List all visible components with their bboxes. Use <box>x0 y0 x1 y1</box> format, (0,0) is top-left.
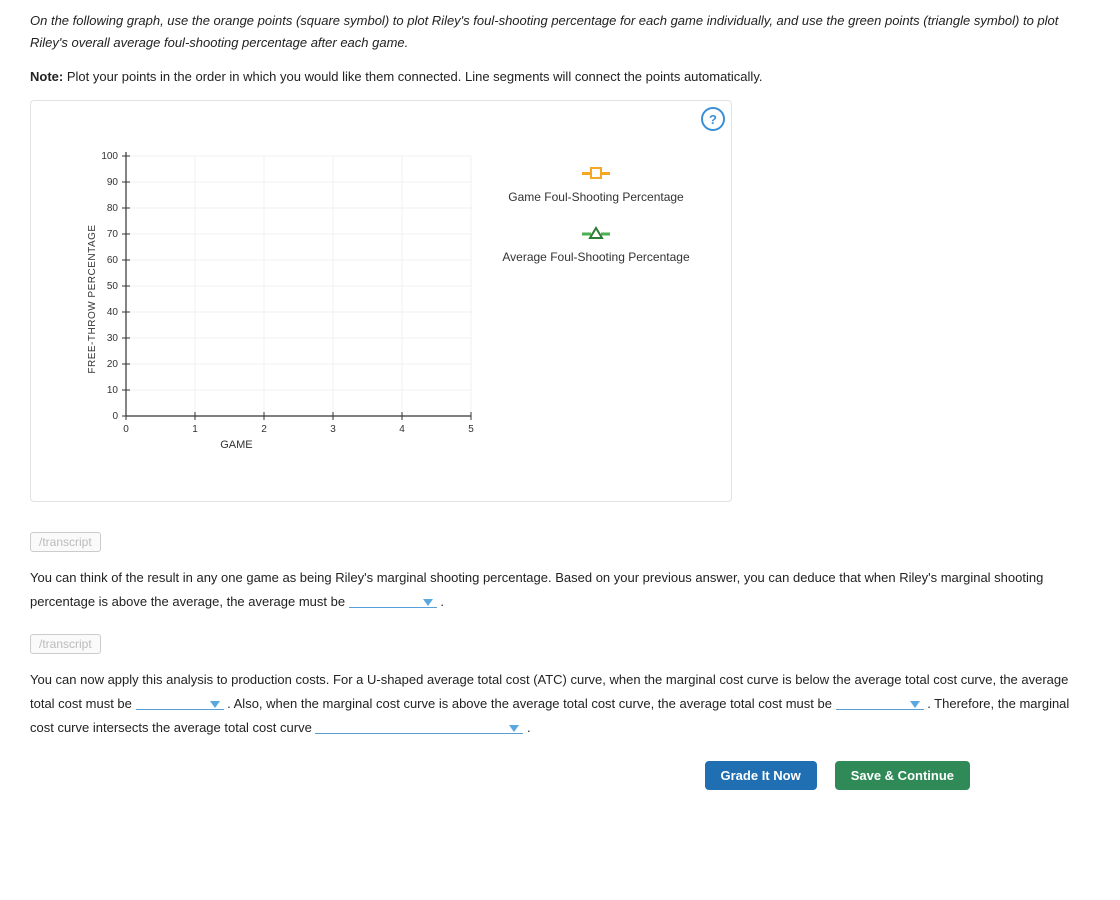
svg-text:60: 60 <box>107 255 119 266</box>
svg-text:70: 70 <box>107 229 119 240</box>
paragraph-marginal: You can think of the result in any one g… <box>30 566 1090 614</box>
svg-text:90: 90 <box>107 177 119 188</box>
grade-it-now-button[interactable]: Grade It Now <box>705 761 817 790</box>
paragraph-atc: You can now apply this analysis to produ… <box>30 668 1090 740</box>
svg-text:5: 5 <box>468 424 474 435</box>
chart-legend[interactable]: Game Foul-Shooting Percentage Average Fo… <box>481 166 711 274</box>
svg-text:3: 3 <box>330 424 336 435</box>
chart-plot-area[interactable]: 0 10 20 30 40 50 60 70 80 90 100 0 1 2 3 4 5 GAME FREE-THR… <box>81 151 481 484</box>
svg-text:100: 100 <box>101 151 118 162</box>
instructions-text: On the following graph, use the orange p… <box>30 10 1090 54</box>
svg-text:50: 50 <box>107 281 119 292</box>
transcript-tag[interactable]: /transcript <box>30 634 101 654</box>
svg-text:20: 20 <box>107 359 119 370</box>
note-text: Plot your points in the order in which y… <box>63 69 762 84</box>
chevron-down-icon <box>423 599 433 606</box>
dropdown-atc-below[interactable] <box>136 701 224 710</box>
svg-text:GAME: GAME <box>220 439 252 451</box>
legend-label-game: Game Foul-Shooting Percentage <box>481 190 711 204</box>
svg-text:FREE-THROW PERCENTAGE: FREE-THROW PERCENTAGE <box>87 225 98 374</box>
square-marker-icon <box>481 166 711 180</box>
note-label: Note: <box>30 69 63 84</box>
chart-panel[interactable]: ? 0 10 20 30 40 50 60 70 80 90 100 0 1 2 3 4 5 GAME FREE-T… <box>30 100 732 502</box>
para1-text-a: You can think of the result in any one g… <box>30 570 1043 609</box>
svg-text:0: 0 <box>112 411 118 422</box>
button-row: Grade It Now Save & Continue <box>30 761 1090 790</box>
para1-text-b: . <box>440 594 444 609</box>
dropdown-average-direction[interactable] <box>349 599 437 608</box>
chevron-down-icon <box>210 701 220 708</box>
transcript-tag[interactable]: /transcript <box>30 532 101 552</box>
dropdown-atc-above[interactable] <box>836 701 924 710</box>
triangle-marker-icon <box>481 226 711 240</box>
svg-text:80: 80 <box>107 203 119 214</box>
save-continue-button[interactable]: Save & Continue <box>835 761 970 790</box>
para2-text-b: . Also, when the marginal cost curve is … <box>227 696 835 711</box>
svg-text:40: 40 <box>107 307 119 318</box>
chart-svg[interactable]: 0 10 20 30 40 50 60 70 80 90 100 0 1 2 3 4 5 GAME FREE-THR… <box>81 151 481 481</box>
para2-text-d: . <box>527 720 531 735</box>
svg-text:0: 0 <box>123 424 129 435</box>
legend-item-average[interactable]: Average Foul-Shooting Percentage <box>481 226 711 264</box>
legend-label-average: Average Foul-Shooting Percentage <box>481 250 711 264</box>
svg-text:4: 4 <box>399 424 405 435</box>
chevron-down-icon <box>509 725 519 732</box>
svg-text:2: 2 <box>261 424 267 435</box>
svg-text:10: 10 <box>107 385 119 396</box>
chevron-down-icon <box>910 701 920 708</box>
svg-text:1: 1 <box>192 424 198 435</box>
help-button[interactable]: ? <box>701 107 725 131</box>
note-line: Note: Plot your points in the order in w… <box>30 66 1090 88</box>
svg-text:30: 30 <box>107 333 119 344</box>
legend-item-game[interactable]: Game Foul-Shooting Percentage <box>481 166 711 204</box>
dropdown-intersect[interactable] <box>315 725 523 734</box>
